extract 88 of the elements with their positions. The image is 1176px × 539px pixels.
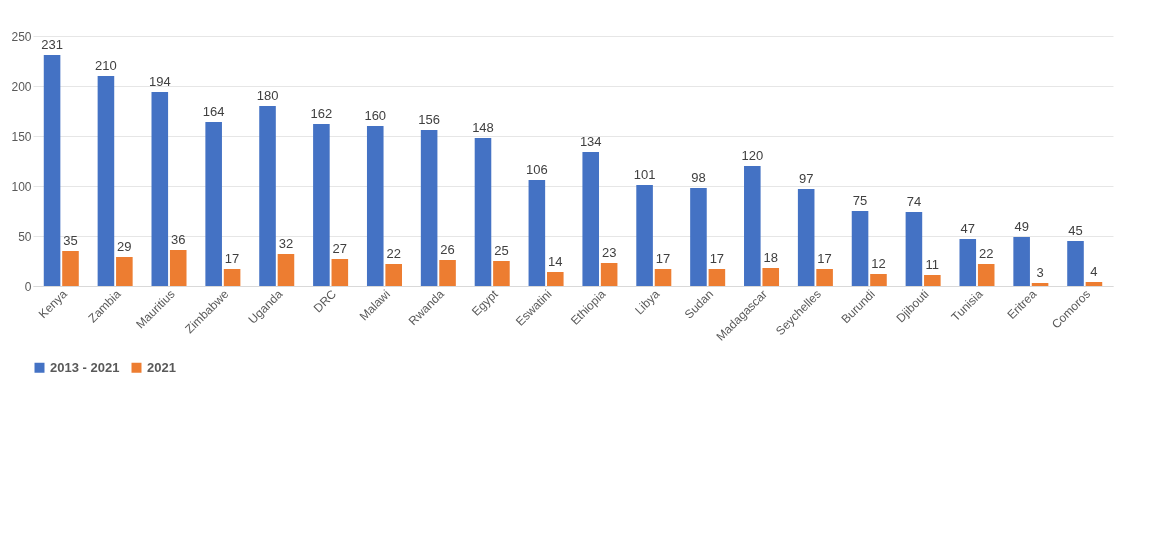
data-label: 162: [310, 106, 333, 121]
legend-label: 2021: [147, 359, 176, 375]
bar: [259, 106, 276, 286]
bar: [690, 188, 707, 286]
data-label: 120: [741, 148, 764, 163]
data-label: 17: [817, 251, 832, 266]
bar: [331, 259, 349, 286]
bar: [43, 55, 61, 286]
bar: [905, 212, 923, 286]
bar: [420, 130, 438, 286]
bar: [600, 263, 618, 286]
bar: [797, 189, 815, 286]
data-label: 14: [548, 254, 563, 269]
bar: [708, 269, 726, 286]
data-label: 26: [440, 242, 455, 257]
data-label: 98: [691, 170, 706, 185]
data-label: 97: [798, 171, 814, 186]
data-label: 156: [418, 112, 440, 127]
bar: [654, 269, 672, 286]
data-label: 4: [1090, 264, 1098, 279]
bar: [762, 268, 780, 286]
bar: [277, 254, 295, 286]
bar: [205, 122, 222, 286]
y-tick-label: 0: [24, 279, 32, 294]
bar: [223, 269, 241, 286]
bar: [366, 126, 384, 286]
bar: [151, 92, 169, 286]
data-label: 23: [601, 245, 617, 260]
data-label: 22: [978, 246, 994, 261]
data-label: 75: [852, 193, 868, 208]
bar: [439, 260, 456, 286]
bar: [816, 269, 833, 286]
bar: [1031, 283, 1049, 286]
bar: [1085, 282, 1103, 286]
data-label: 3: [1036, 265, 1044, 280]
bar: [97, 76, 115, 286]
data-label: 32: [278, 236, 294, 251]
data-label: 29: [117, 239, 132, 254]
bar: [582, 152, 600, 286]
data-label: 180: [256, 88, 279, 103]
bar: [546, 272, 564, 286]
bar: [851, 211, 869, 286]
data-label: 74: [906, 194, 922, 209]
bar: [636, 185, 653, 286]
data-label: 22: [386, 246, 401, 261]
bar: [313, 124, 330, 286]
y-tick-label: 200: [11, 79, 32, 94]
data-label: 45: [1068, 223, 1083, 238]
data-label: 18: [763, 250, 778, 265]
data-label: 17: [224, 251, 240, 266]
bar: [116, 257, 133, 286]
y-tick-label: 150: [11, 129, 32, 144]
bar: [924, 275, 941, 286]
bar: [474, 138, 492, 286]
bar: [1013, 237, 1030, 286]
data-label: 17: [655, 251, 671, 266]
data-label: 106: [526, 162, 548, 177]
data-label: 134: [579, 134, 602, 149]
bar: [62, 251, 79, 286]
data-label: 49: [1014, 219, 1029, 234]
data-label: 35: [63, 233, 78, 248]
bar: [385, 264, 402, 286]
data-label: 27: [332, 241, 348, 256]
data-label: 194: [148, 74, 171, 89]
data-label: 231: [41, 37, 63, 52]
data-label: 36: [170, 232, 186, 247]
y-tick-label: 50: [18, 229, 32, 244]
data-label: 17: [709, 251, 725, 266]
data-label: 164: [202, 104, 225, 119]
bar: [528, 180, 546, 286]
data-label: 160: [364, 108, 387, 123]
y-tick-label: 250: [11, 29, 32, 44]
bar: [169, 250, 187, 286]
data-label: 11: [925, 257, 940, 272]
data-label: 101: [633, 167, 656, 182]
bar: [870, 274, 887, 286]
data-label: 12: [871, 256, 886, 271]
data-label: 148: [472, 120, 494, 135]
bar: [1067, 241, 1084, 286]
y-tick-label: 100: [11, 179, 32, 194]
legend-label: 2013 - 2021: [50, 359, 120, 375]
data-label: 210: [95, 58, 117, 73]
bar: [744, 166, 761, 286]
data-label: 25: [494, 243, 509, 258]
data-label: 47: [960, 221, 976, 236]
bar: [959, 239, 977, 286]
bar: [977, 264, 995, 286]
bar: [493, 261, 510, 286]
